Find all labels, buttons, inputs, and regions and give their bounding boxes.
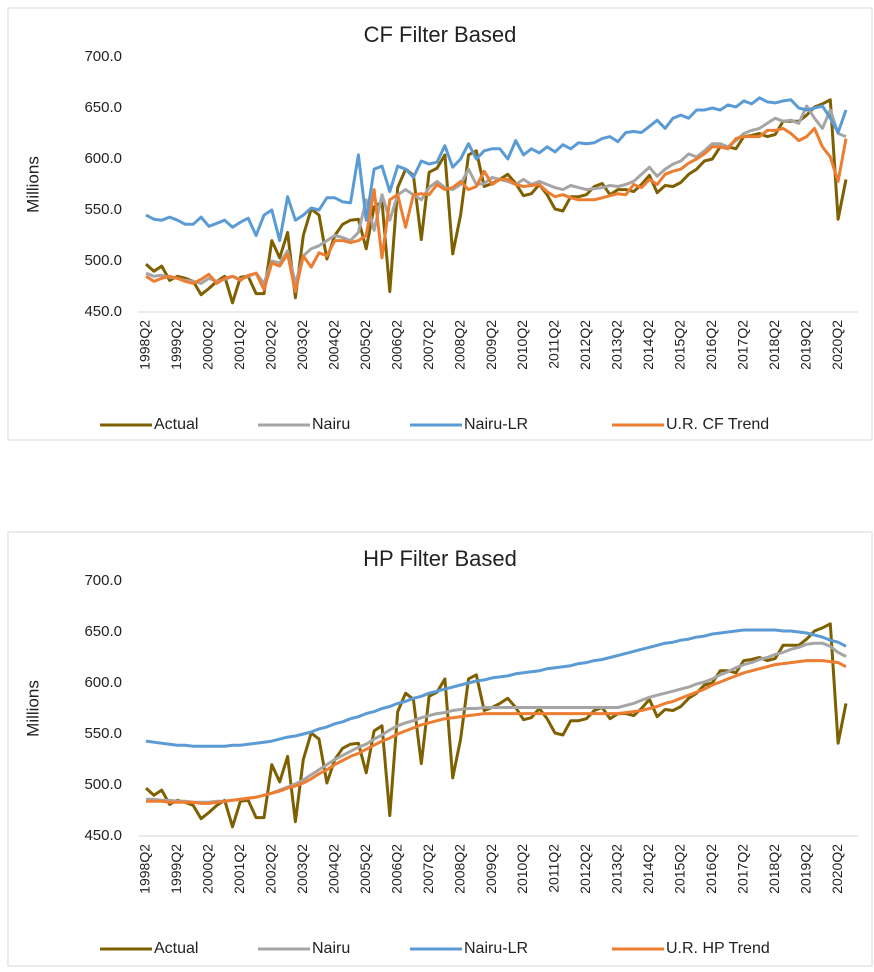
- x-tick-label: 2015Q2: [672, 844, 688, 894]
- x-tick-label: 2011Q2: [546, 844, 562, 893]
- y-tick-label: 550.0: [84, 725, 122, 742]
- x-tick-label: 2015Q2: [672, 320, 688, 370]
- x-tick-label: 2017Q2: [734, 844, 750, 894]
- x-tick-label: 2005Q2: [357, 844, 373, 894]
- x-tick-label: 2006Q2: [388, 844, 404, 894]
- x-tick-label: 2020Q2: [829, 844, 845, 894]
- legend-label: U.R. HP Trend: [666, 940, 770, 957]
- y-tick-label: 700.0: [84, 572, 122, 589]
- chart-title: CF Filter Based: [364, 22, 517, 47]
- y-tick-label: 650.0: [84, 99, 122, 116]
- y-tick-label: 500.0: [84, 776, 122, 793]
- x-tick-label: 2001Q2: [231, 844, 247, 894]
- series-line: [145, 126, 848, 294]
- x-tick-label: 2004Q2: [325, 320, 341, 370]
- x-tick-label: 2019Q2: [797, 320, 813, 370]
- y-tick-label: 550.0: [84, 201, 122, 218]
- legend-label: Nairu: [312, 416, 350, 433]
- x-tick-label: 2020Q2: [829, 320, 845, 370]
- x-tick-label: 2019Q2: [797, 844, 813, 894]
- x-tick-label: 2013Q2: [609, 320, 625, 370]
- x-tick-label: 2007Q2: [420, 844, 436, 894]
- x-tick-label: 2000Q2: [200, 320, 216, 370]
- x-tick-label: 2016Q2: [703, 844, 719, 894]
- x-tick-label: 2003Q2: [294, 320, 310, 370]
- legend-label: Nairu-LR: [464, 416, 528, 433]
- legend-label: Actual: [154, 416, 198, 433]
- x-tick-label: 2014Q2: [640, 844, 656, 894]
- x-tick-label: 1999Q2: [168, 844, 184, 894]
- legend-label: U.R. CF Trend: [666, 416, 769, 433]
- y-tick-label: 450.0: [84, 303, 122, 320]
- x-tick-label: 2018Q2: [766, 844, 782, 894]
- x-tick-label: 2004Q2: [325, 844, 341, 894]
- x-tick-label: 2002Q2: [263, 844, 279, 894]
- chart-frame: [7, 7, 873, 441]
- x-tick-label: 2010Q2: [514, 844, 530, 894]
- x-tick-label: 2008Q2: [451, 320, 467, 370]
- x-tick-label: 2003Q2: [294, 844, 310, 894]
- legend-label: Actual: [154, 940, 198, 957]
- y-tick-label: 600.0: [84, 674, 122, 691]
- x-tick-label: 1998Q2: [137, 844, 153, 894]
- x-tick-label: 2002Q2: [263, 320, 279, 370]
- x-tick-label: 2014Q2: [640, 320, 656, 370]
- legend-label: Nairu-LR: [464, 940, 528, 957]
- series-line: [145, 628, 847, 748]
- x-tick-label: 2012Q2: [577, 844, 593, 894]
- series-line: [146, 659, 847, 805]
- x-tick-label: 2009Q2: [483, 844, 499, 894]
- x-tick-label: 2000Q2: [200, 844, 216, 894]
- x-tick-label: 2017Q2: [734, 320, 750, 370]
- x-tick-label: 2012Q2: [577, 320, 593, 370]
- y-tick-label: 600.0: [84, 150, 122, 167]
- x-tick-label: 1998Q2: [137, 320, 153, 370]
- y-tick-label: 500.0: [84, 252, 122, 269]
- x-tick-label: 2001Q2: [231, 320, 247, 370]
- x-tick-label: 2011Q2: [546, 320, 562, 369]
- x-tick-label: 2016Q2: [703, 320, 719, 370]
- y-tick-label: 650.0: [84, 623, 122, 640]
- x-tick-label: 2009Q2: [483, 320, 499, 370]
- x-tick-label: 1999Q2: [168, 320, 184, 370]
- x-tick-label: 2013Q2: [609, 844, 625, 894]
- chart-title: HP Filter Based: [363, 546, 517, 571]
- x-tick-label: 2006Q2: [388, 320, 404, 370]
- x-tick-label: 2008Q2: [451, 844, 467, 894]
- legend-label: Nairu: [312, 940, 350, 957]
- x-tick-label: 2007Q2: [420, 320, 436, 370]
- y-axis-label: Millions: [23, 156, 42, 213]
- series-line: [145, 96, 848, 243]
- x-tick-label: 2005Q2: [357, 320, 373, 370]
- x-tick-label: 2010Q2: [514, 320, 530, 370]
- chart-frame: [7, 531, 873, 967]
- x-tick-label: 2018Q2: [766, 320, 782, 370]
- y-axis-label: Millions: [23, 680, 42, 737]
- y-tick-label: 700.0: [84, 48, 122, 65]
- y-tick-label: 450.0: [84, 827, 122, 844]
